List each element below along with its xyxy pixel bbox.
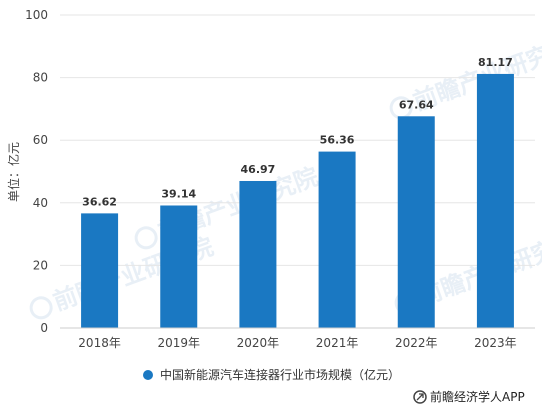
brand-name: 前瞻经济学人APP [430,389,525,404]
y-tick-label: 40 [33,196,48,210]
brand-logo-icon [413,390,427,404]
data-label: 36.62 [82,195,117,208]
bar [239,180,277,328]
y-axis-ticks: 0 20 40 60 80 100 [25,8,48,335]
y-tick-label: 80 [33,71,48,85]
x-tick-label: 2023年 [474,336,517,350]
legend-label: 中国新能源汽车连接器行业市场规模（亿元） [160,367,400,382]
legend: 中国新能源汽车连接器行业市场规模（亿元） [143,367,400,382]
data-label: 56.36 [320,134,355,147]
bar [160,205,198,328]
y-tick-label: 20 [33,258,48,272]
x-axis-ticks: 2018年 2019年 2020年 2021年 2022年 2023年 [78,336,516,350]
x-tick-label: 2022年 [395,336,438,350]
y-axis-title: 单位：亿元 [6,142,21,202]
bar [81,213,119,328]
bar [397,116,435,328]
x-tick-label: 2020年 [237,336,280,350]
legend-marker [143,370,153,380]
bar [476,73,514,328]
grid-lines [60,14,535,266]
bars-group [81,73,514,328]
y-tick-label: 100 [25,8,48,22]
data-labels-group: 36.62 39.14 46.97 56.36 67.64 81.17 [82,56,513,208]
bar [318,151,356,328]
y-tick-label: 60 [33,133,48,147]
x-tick-label: 2019年 [157,336,200,350]
data-label: 67.64 [399,98,434,111]
x-tick-label: 2018年 [78,336,121,350]
y-tick-label: 0 [40,321,48,335]
x-tick-label: 2021年 [316,336,359,350]
footer-brand: 前瞻经济学人APP [413,389,525,404]
data-label: 81.17 [478,56,513,69]
data-label: 46.97 [241,163,276,176]
data-label: 39.14 [161,187,196,200]
